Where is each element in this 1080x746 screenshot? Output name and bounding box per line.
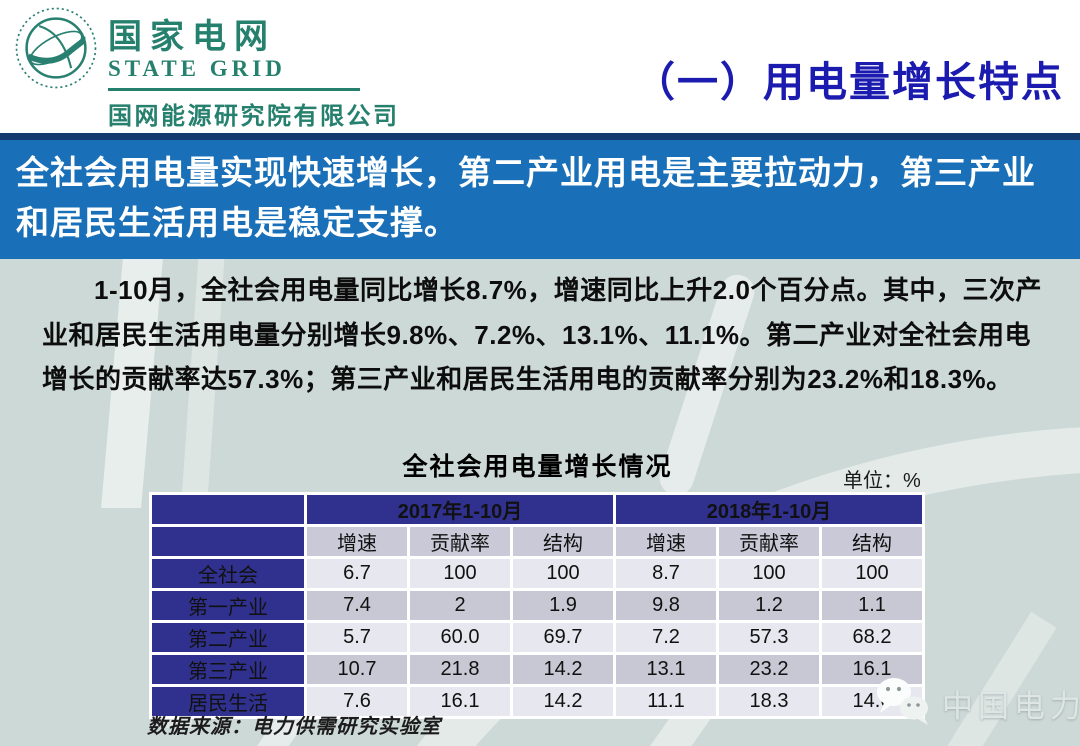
data-cell: 11.1 [616, 687, 716, 716]
summary-paragraph: 1-10月，全社会用电量同比增长8.7%，增速同比上升2.0个百分点。其中，三次… [42, 275, 1042, 395]
data-cell: 5.7 [307, 623, 407, 652]
metric-header-row: 增速 贡献率 结构 增速 贡献率 结构 [152, 527, 922, 556]
globe-icon [14, 6, 98, 95]
table-row: 第三产业 10.7 21.8 14.2 13.1 23.2 16.1 [152, 655, 922, 684]
period-header-2018: 2018年1-10月 [616, 495, 922, 524]
data-cell: 100 [719, 559, 819, 588]
data-cell: 69.7 [513, 623, 613, 652]
header-band: 国家电网 STATE GRID 国网能源研究院有限公司 STATE GRID E… [0, 0, 1080, 144]
row-label: 居民生活 [152, 687, 304, 716]
data-cell: 100 [513, 559, 613, 588]
data-cell: 6.7 [307, 559, 407, 588]
data-cell: 1.9 [513, 591, 613, 620]
section-title: （一）用电量增长特点 [634, 59, 1064, 105]
data-cell: 68.2 [822, 623, 922, 652]
table-title: 全社会用电量增长情况 [402, 453, 673, 481]
data-cell: 100 [822, 559, 922, 588]
data-cell: 18.3 [719, 687, 819, 716]
data-cell: 16.1 [410, 687, 510, 716]
key-message-banner: 全社会用电量实现快速增长，第二产业用电是主要拉动力，第三产业和居民生活用电是稳定… [0, 133, 1080, 259]
data-cell: 100 [410, 559, 510, 588]
period-header-2017: 2017年1-10月 [307, 495, 613, 524]
key-message-text: 全社会用电量实现快速增长，第二产业用电是主要拉动力，第三产业和居民生活用电是稳定… [16, 154, 1036, 242]
metric-header-structure: 结构 [822, 527, 922, 556]
corner-cell [152, 527, 304, 556]
data-cell: 7.4 [307, 591, 407, 620]
metric-header-growth: 增速 [616, 527, 716, 556]
data-cell: 1.2 [719, 591, 819, 620]
data-cell: 9.8 [616, 591, 716, 620]
state-grid-logo: 国家电网 STATE GRID 国网能源研究院有限公司 STATE GRID E… [14, 6, 416, 144]
unit-label: 单位：% [843, 470, 921, 492]
corner-cell [152, 495, 304, 524]
data-cell: 21.8 [410, 655, 510, 684]
row-label: 第二产业 [152, 623, 304, 652]
data-cell: 2 [410, 591, 510, 620]
brand-name-chinese: 国家电网 [108, 18, 276, 56]
row-label: 第三产业 [152, 655, 304, 684]
row-label: 全社会 [152, 559, 304, 588]
data-cell: 14.2 [513, 687, 613, 716]
watermark-label: 中国电力 [942, 689, 1080, 724]
org-name-chinese: 国网能源研究院有限公司 [108, 103, 400, 130]
data-cell: 13.1 [616, 655, 716, 684]
period-header-row: 2017年1-10月 2018年1-10月 [152, 495, 922, 524]
data-cell: 8.7 [616, 559, 716, 588]
data-source-note: 数据来源：电力供需研究实验室 [147, 716, 441, 738]
data-cell: 16.1 [822, 655, 922, 684]
brand-name-english: STATE GRID [108, 56, 286, 81]
logo-divider [108, 88, 360, 91]
metric-header-contribution: 贡献率 [410, 527, 510, 556]
data-cell: 57.3 [719, 623, 819, 652]
metric-header-contribution: 贡献率 [719, 527, 819, 556]
table-row: 第一产业 7.4 2 1.9 9.8 1.2 1.1 [152, 591, 922, 620]
data-cell: 14.2 [513, 655, 613, 684]
data-cell: 60.0 [410, 623, 510, 652]
data-cell: 7.6 [307, 687, 407, 716]
metric-header-structure: 结构 [513, 527, 613, 556]
table-row: 全社会 6.7 100 100 8.7 100 100 [152, 559, 922, 588]
data-cell: 1.1 [822, 591, 922, 620]
wechat-watermark: 中国电力 [872, 675, 1080, 732]
table-row: 第二产业 5.7 60.0 69.7 7.2 57.3 68.2 [152, 623, 922, 652]
data-cell: 23.2 [719, 655, 819, 684]
metric-header-growth: 增速 [307, 527, 407, 556]
data-cell: 7.2 [616, 623, 716, 652]
logo-text-block: 国家电网 STATE GRID 国网能源研究院有限公司 STATE GRID E… [108, 6, 416, 144]
wechat-icon [872, 675, 934, 732]
electricity-growth-table: 2017年1-10月 2018年1-10月 增速 贡献率 结构 增速 贡献率 结… [149, 492, 925, 719]
data-cell: 10.7 [307, 655, 407, 684]
row-label: 第一产业 [152, 591, 304, 620]
